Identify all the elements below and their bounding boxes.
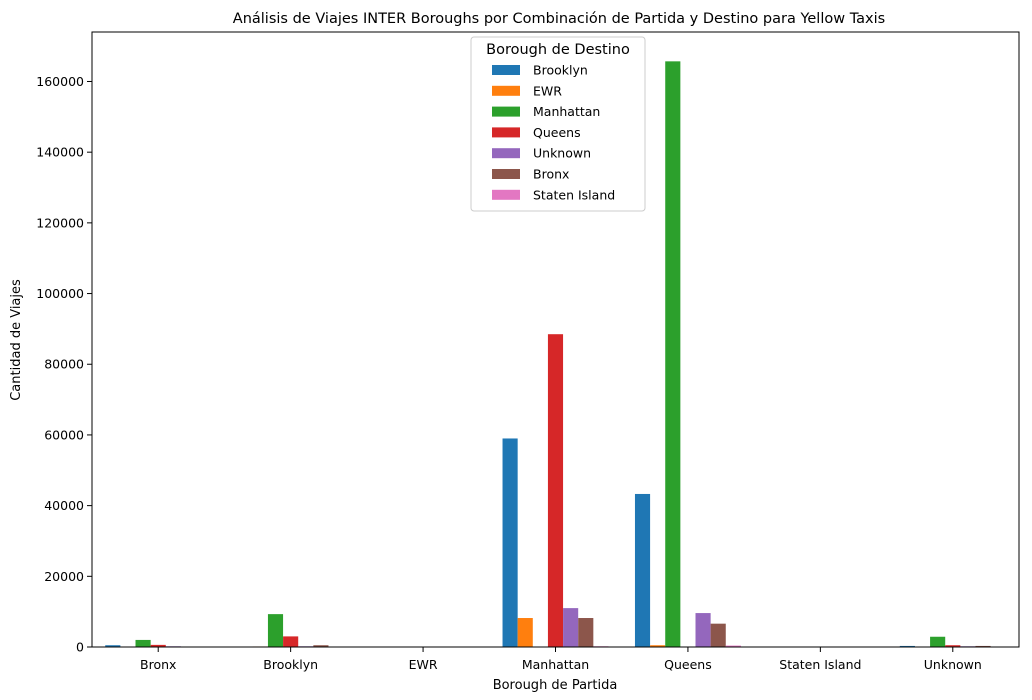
y-tick-label: 40000: [44, 498, 84, 513]
y-tick-label: 160000: [36, 74, 84, 89]
bar: [695, 613, 711, 647]
y-tick-label: 20000: [44, 569, 84, 584]
legend-label: EWR: [533, 83, 562, 98]
bar: [150, 644, 166, 647]
legend-swatch: [492, 169, 520, 179]
bar: [135, 639, 151, 647]
legend-swatch: [492, 189, 520, 200]
plot-area: [105, 61, 991, 647]
x-axis: Bronx Brooklyn EWR Manhattan Queens Staten Is…: [140, 647, 982, 672]
x-axis-label: Borough de Partida: [493, 678, 618, 693]
legend-title: Borough de Destino: [486, 42, 630, 58]
y-tick-label: 120000: [36, 215, 84, 230]
bar: [930, 636, 946, 647]
legend-swatch: [492, 106, 520, 117]
legend-label: Unknown: [533, 146, 591, 161]
x-tick-label: Manhattan: [522, 657, 589, 672]
bar: [665, 61, 681, 647]
bar: [267, 614, 284, 647]
legend: Borough de Destino Brooklyn EWR Manhattan Qu…: [470, 36, 646, 212]
bar: [283, 636, 299, 647]
x-tick-label: Staten Island: [779, 657, 861, 672]
legend-swatch: [492, 65, 520, 75]
bar: [313, 645, 329, 647]
chart-title: Análisis de Viajes INTER Boroughs por Co…: [233, 11, 885, 27]
bar: [710, 623, 726, 647]
x-tick-label: Unknown: [924, 657, 982, 672]
legend-box: [470, 36, 646, 212]
bar: [517, 618, 533, 647]
bar: [975, 645, 991, 647]
y-axis-label: Cantidad de Viajes: [9, 279, 24, 401]
bar: [650, 645, 666, 647]
legend-label: Queens: [533, 125, 581, 140]
bar: [502, 438, 518, 647]
bar: [899, 645, 915, 647]
x-tick-label: Brooklyn: [263, 657, 318, 672]
legend-swatch: [492, 85, 520, 96]
bar: [563, 608, 579, 647]
bar: [578, 618, 594, 647]
bar: [105, 645, 121, 647]
y-tick-label: 100000: [36, 286, 84, 301]
bar: [634, 493, 651, 647]
y-tick-label: 0: [76, 640, 84, 655]
legend-swatch: [492, 127, 520, 138]
y-tick-label: 80000: [44, 357, 84, 372]
x-tick-label: Bronx: [140, 657, 176, 672]
x-tick-label: Queens: [664, 657, 712, 672]
legend-label: Bronx: [533, 167, 569, 182]
bar: [725, 645, 741, 647]
legend-label: Staten Island: [533, 187, 615, 202]
legend-swatch: [492, 148, 520, 159]
y-tick-label: 140000: [36, 145, 84, 160]
y-axis: 0 20000 40000 60000 80000 100000 120000 140000 1…: [36, 74, 92, 655]
legend-label: Brooklyn: [533, 63, 588, 78]
bar: [547, 334, 564, 647]
bar: [945, 645, 961, 647]
y-tick-label: 60000: [44, 427, 84, 442]
legend-label: Manhattan: [533, 104, 600, 119]
x-tick-label: EWR: [409, 657, 438, 672]
